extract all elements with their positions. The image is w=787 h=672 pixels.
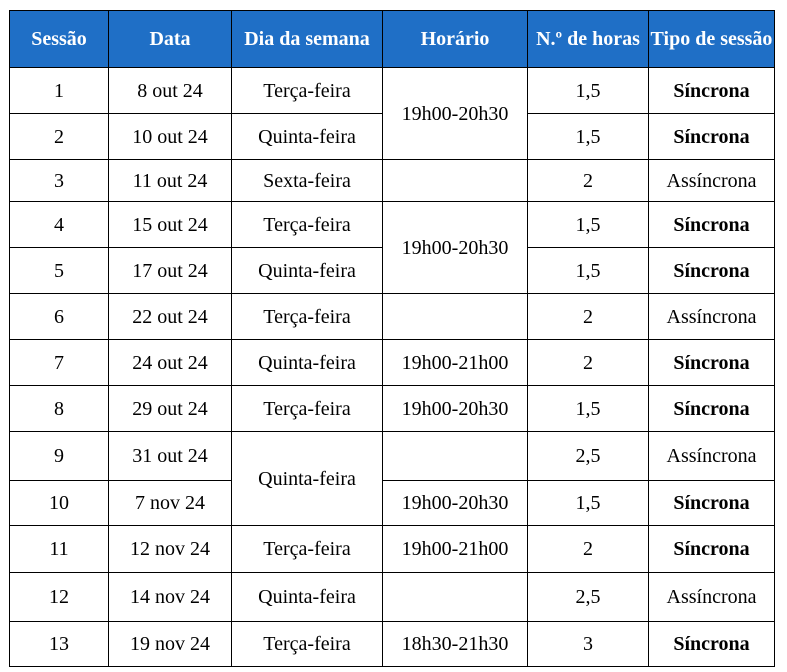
cell-horas: 1,5 bbox=[527, 480, 649, 526]
cell-tipo: Assíncrona bbox=[648, 431, 775, 481]
cell-horario bbox=[382, 431, 528, 481]
schedule-table: Sessão Data Dia da semana Horário N.º de… bbox=[9, 10, 775, 667]
table-row: 6 22 out 24 Terça-feira 2 Assíncrona bbox=[9, 293, 775, 340]
header-sessao: Sessão bbox=[9, 10, 109, 68]
cell-sessao: 10 bbox=[9, 480, 109, 526]
cell-tipo: Síncrona bbox=[648, 525, 775, 573]
cell-horas: 1,5 bbox=[527, 385, 649, 432]
table-row: 9 31 out 24 Quinta-feira 2,5 Assíncrona bbox=[9, 431, 775, 526]
cell-dia: Quinta-feira bbox=[231, 247, 383, 294]
table-row: 2 10 out 24 Quinta-feira 1,5 Síncrona bbox=[9, 113, 775, 160]
cell-tipo: Assíncrona bbox=[648, 293, 775, 340]
cell-dia: Quinta-feira bbox=[231, 572, 383, 622]
cell-horas: 2 bbox=[527, 525, 649, 573]
cell-dia: Quinta-feira bbox=[231, 339, 383, 386]
cell-data: 22 out 24 bbox=[108, 293, 232, 340]
cell-horario: 19h00-21h00 bbox=[382, 339, 528, 386]
table-row: 1 8 out 24 Terça-feira 19h00-20h30 1,5 S… bbox=[9, 67, 775, 160]
cell-tipo: Síncrona bbox=[648, 67, 775, 114]
cell-horas: 1,5 bbox=[527, 247, 649, 294]
cell-dia: Terça-feira bbox=[231, 201, 383, 248]
cell-data: 10 out 24 bbox=[108, 113, 232, 160]
cell-horas: 3 bbox=[527, 621, 649, 667]
cell-horas: 1,5 bbox=[527, 67, 649, 114]
table-row: 10 7 nov 24 19h00-20h30 1,5 Síncrona bbox=[9, 480, 775, 526]
cell-data: 31 out 24 bbox=[108, 431, 232, 481]
table-row: 13 19 nov 24 Terça-feira 18h30-21h30 3 S… bbox=[9, 621, 775, 667]
cell-tipo: Síncrona bbox=[648, 385, 775, 432]
cell-data: 17 out 24 bbox=[108, 247, 232, 294]
cell-horas: 2 bbox=[527, 159, 649, 202]
cell-horario bbox=[382, 293, 528, 340]
cell-data: 7 nov 24 bbox=[108, 480, 232, 526]
cell-tipo: Assíncrona bbox=[648, 159, 775, 202]
cell-sessao: 3 bbox=[9, 159, 109, 202]
cell-dia: Terça-feira bbox=[231, 621, 383, 667]
header-row: Sessão Data Dia da semana Horário N.º de… bbox=[9, 10, 775, 68]
cell-tipo: Síncrona bbox=[648, 480, 775, 526]
cell-data: 15 out 24 bbox=[108, 201, 232, 248]
cell-horario: 19h00-20h30 bbox=[382, 385, 528, 432]
cell-horas: 1,5 bbox=[527, 201, 649, 248]
table-row: 8 29 out 24 Terça-feira 19h00-20h30 1,5 … bbox=[9, 385, 775, 432]
cell-tipo: Síncrona bbox=[648, 339, 775, 386]
cell-horas: 2,5 bbox=[527, 431, 649, 481]
cell-sessao: 5 bbox=[9, 247, 109, 294]
cell-sessao: 6 bbox=[9, 293, 109, 340]
header-numero-horas: N.º de horas bbox=[527, 10, 649, 68]
cell-data: 11 out 24 bbox=[108, 159, 232, 202]
cell-horario: 19h00-20h30 bbox=[382, 480, 528, 526]
cell-horario bbox=[382, 159, 528, 202]
cell-data: 14 nov 24 bbox=[108, 572, 232, 622]
cell-data: 8 out 24 bbox=[108, 67, 232, 114]
cell-dia: Sexta-feira bbox=[231, 159, 383, 202]
cell-sessao: 8 bbox=[9, 385, 109, 432]
cell-dia: Terça-feira bbox=[231, 293, 383, 340]
cell-tipo: Síncrona bbox=[648, 247, 775, 294]
cell-sessao: 1 bbox=[9, 67, 109, 114]
cell-horario: 19h00-21h00 bbox=[382, 525, 528, 573]
cell-tipo: Síncrona bbox=[648, 113, 775, 160]
cell-dia: Terça-feira bbox=[231, 525, 383, 573]
cell-horas: 2 bbox=[527, 339, 649, 386]
header-horario: Horário bbox=[382, 10, 528, 68]
cell-horas: 1,5 bbox=[527, 113, 649, 160]
cell-sessao: 9 bbox=[9, 431, 109, 481]
cell-sessao: 13 bbox=[9, 621, 109, 667]
table-row: 4 15 out 24 Terça-feira 19h00-20h30 1,5 … bbox=[9, 201, 775, 294]
header-tipo-sessao: Tipo de sessão bbox=[648, 10, 775, 68]
table-row: 11 12 nov 24 Terça-feira 19h00-21h00 2 S… bbox=[9, 525, 775, 573]
cell-horas: 2 bbox=[527, 293, 649, 340]
cell-horario: 19h00-20h30 bbox=[382, 201, 528, 294]
table-row: 7 24 out 24 Quinta-feira 19h00-21h00 2 S… bbox=[9, 339, 775, 386]
cell-horario: 18h30-21h30 bbox=[382, 621, 528, 667]
cell-tipo: Assíncrona bbox=[648, 572, 775, 622]
cell-horario: 19h00-20h30 bbox=[382, 67, 528, 160]
cell-sessao: 12 bbox=[9, 572, 109, 622]
cell-sessao: 4 bbox=[9, 201, 109, 248]
cell-dia: Terça-feira bbox=[231, 385, 383, 432]
cell-horario bbox=[382, 572, 528, 622]
cell-data: 29 out 24 bbox=[108, 385, 232, 432]
cell-dia: Quinta-feira bbox=[231, 431, 383, 526]
cell-tipo: Síncrona bbox=[648, 201, 775, 248]
header-dia-semana: Dia da semana bbox=[231, 10, 383, 68]
header-data: Data bbox=[108, 10, 232, 68]
cell-dia: Quinta-feira bbox=[231, 113, 383, 160]
table-row: 12 14 nov 24 Quinta-feira 2,5 Assíncrona bbox=[9, 572, 775, 622]
cell-data: 12 nov 24 bbox=[108, 525, 232, 573]
cell-data: 19 nov 24 bbox=[108, 621, 232, 667]
cell-sessao: 2 bbox=[9, 113, 109, 160]
cell-sessao: 11 bbox=[9, 525, 109, 573]
cell-dia: Terça-feira bbox=[231, 67, 383, 114]
cell-tipo: Síncrona bbox=[648, 621, 775, 667]
cell-horas: 2,5 bbox=[527, 572, 649, 622]
cell-sessao: 7 bbox=[9, 339, 109, 386]
table-row: 3 11 out 24 Sexta-feira 2 Assíncrona bbox=[9, 159, 775, 202]
cell-data: 24 out 24 bbox=[108, 339, 232, 386]
table-row: 5 17 out 24 Quinta-feira 1,5 Síncrona bbox=[9, 247, 775, 294]
